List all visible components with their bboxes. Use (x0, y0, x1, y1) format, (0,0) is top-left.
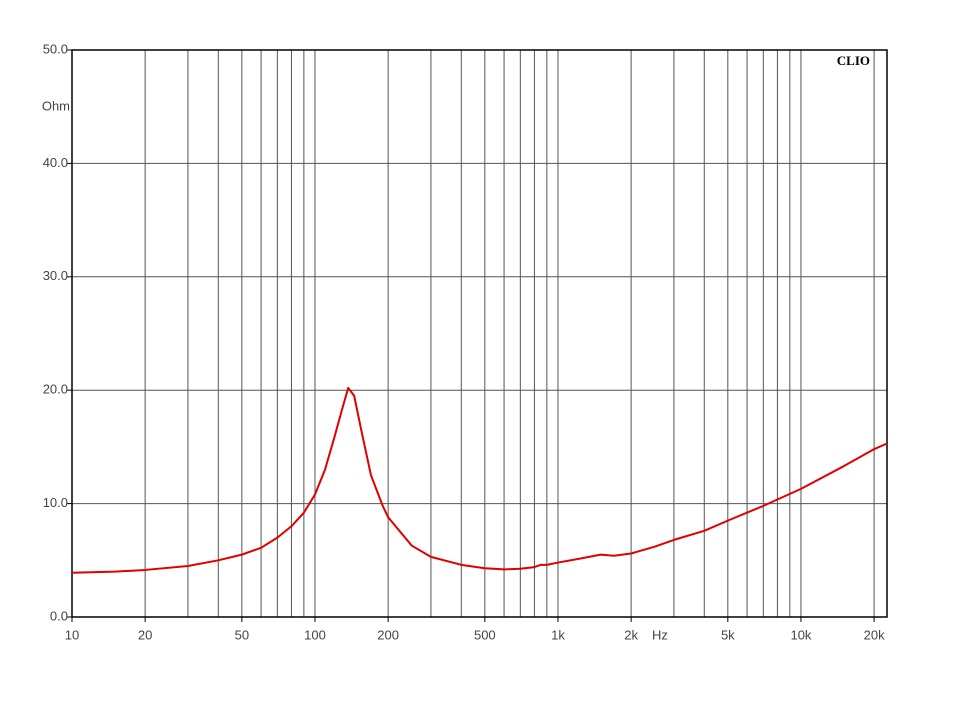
y-tick-label: 30.0 (43, 268, 68, 283)
x-tick-label: 1k (551, 627, 565, 642)
x-axis-label: Hz (652, 627, 668, 642)
x-tick-label: 5k (721, 627, 735, 642)
x-tick-label: 50 (235, 627, 249, 642)
plot-frame (71, 49, 888, 618)
brand: CLIO (837, 53, 870, 68)
x-tick-label: 20k (864, 627, 885, 642)
x-tick-label: 500 (474, 627, 496, 642)
y-tick-label: 0.0 (50, 608, 68, 623)
y-tick-label: 10.0 (43, 495, 68, 510)
x-tick-label: 200 (377, 627, 399, 642)
x-tick-label: 10 (65, 627, 79, 642)
x-tick-label: 100 (304, 627, 326, 642)
impedance-line (71, 386, 888, 574)
y-tick-label: 20.0 (43, 382, 68, 397)
y-tick-label: 50.0 (43, 41, 68, 56)
y-axis-label: Ohm (42, 98, 70, 113)
y-tick-label: 40.0 (43, 155, 68, 170)
x-tick-label: 10k (790, 627, 811, 642)
x-tick-label: 20 (138, 627, 152, 642)
x-tick-label: 2k (624, 627, 638, 642)
